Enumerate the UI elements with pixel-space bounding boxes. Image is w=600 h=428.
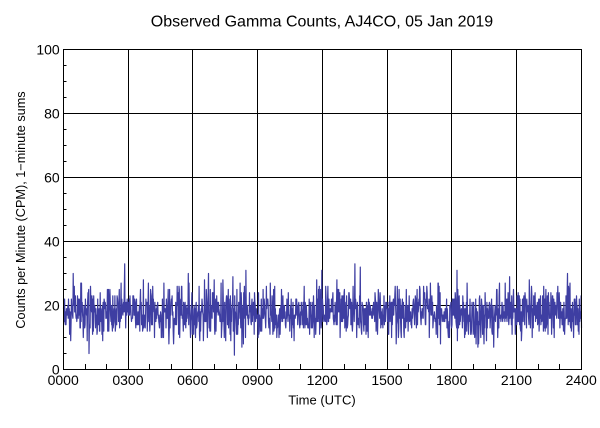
svg-text:1800: 1800 — [436, 372, 467, 388]
svg-text:0900: 0900 — [242, 372, 273, 388]
svg-text:Time (UTC): Time (UTC) — [288, 393, 355, 408]
svg-text:0: 0 — [52, 361, 60, 377]
svg-text:60: 60 — [44, 169, 60, 185]
svg-text:1200: 1200 — [307, 372, 338, 388]
svg-text:0300: 0300 — [112, 372, 143, 388]
svg-text:2400: 2400 — [566, 372, 597, 388]
svg-text:100: 100 — [36, 41, 60, 57]
svg-text:40: 40 — [44, 233, 60, 249]
svg-text:20: 20 — [44, 297, 60, 313]
svg-text:0000: 0000 — [48, 372, 79, 388]
svg-text:1500: 1500 — [371, 372, 402, 388]
svg-text:Observed Gamma Counts, AJ4CO,: Observed Gamma Counts, AJ4CO, 05 Jan 201… — [151, 14, 494, 31]
svg-text:0600: 0600 — [177, 372, 208, 388]
svg-text:80: 80 — [44, 105, 60, 121]
svg-text:Counts per Minute (CPM), 1−min: Counts per Minute (CPM), 1−minute sums — [14, 91, 28, 328]
svg-text:2100: 2100 — [501, 372, 532, 388]
